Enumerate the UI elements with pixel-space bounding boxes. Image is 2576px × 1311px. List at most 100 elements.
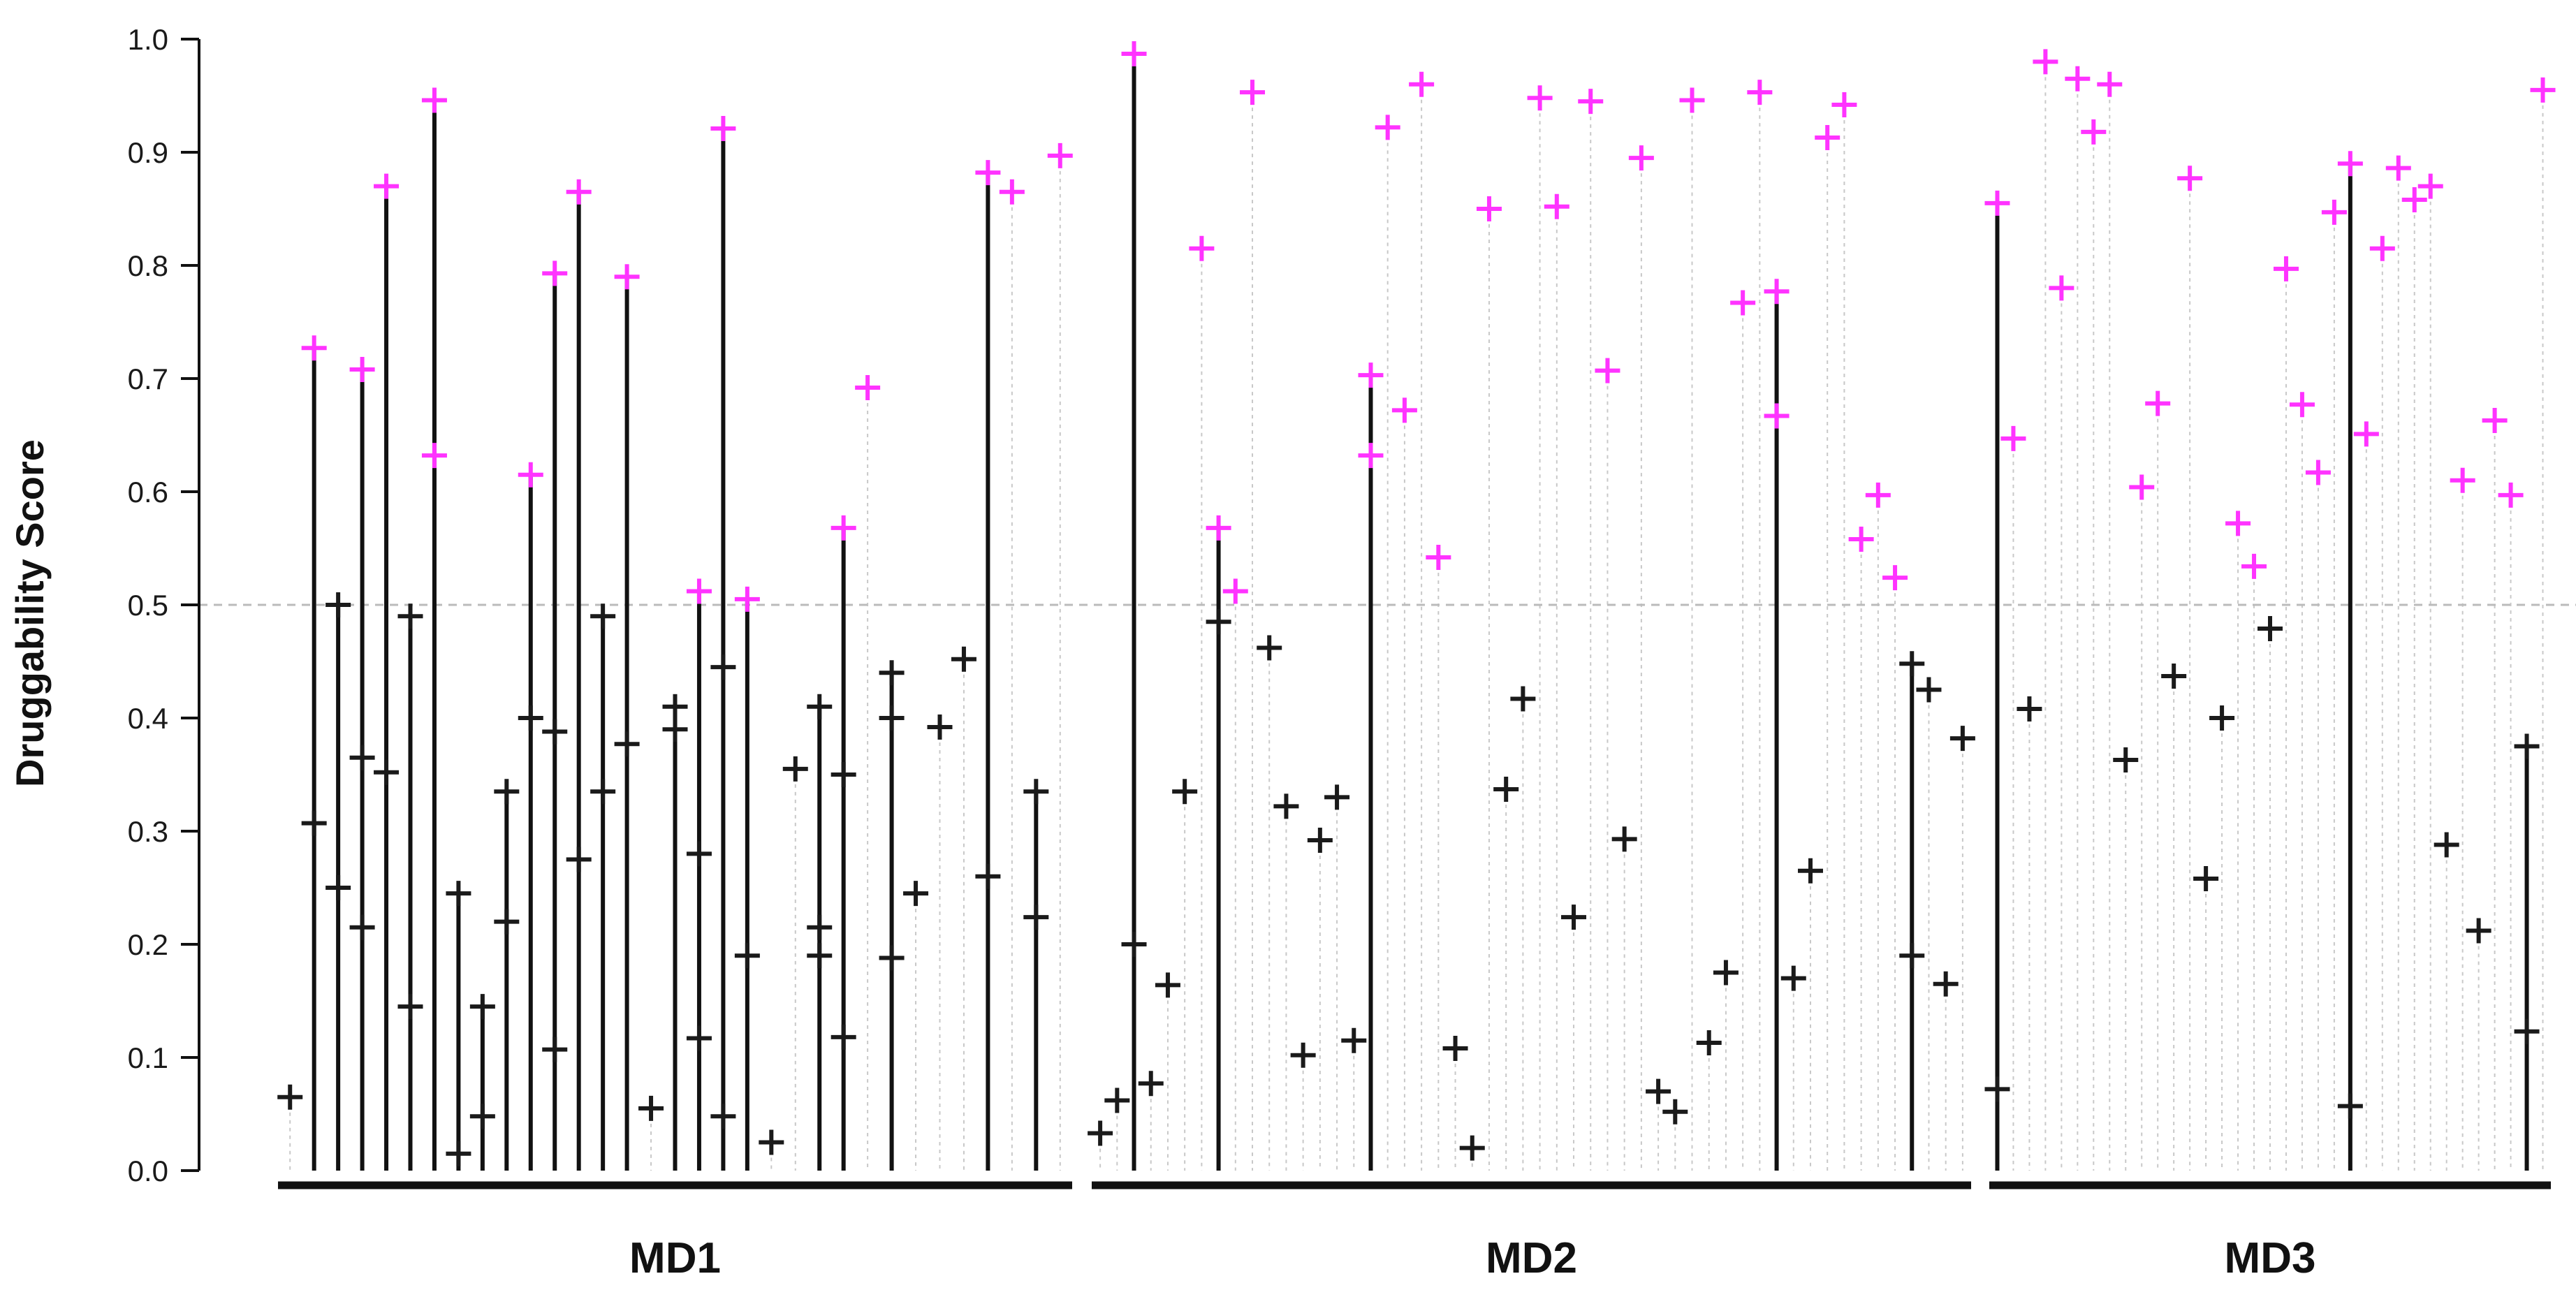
data-point [1679,87,1705,113]
y-axis: 0.0 0.1 0.2 0.3 0.4 0.5 0.6 0.7 0.8 0.9 1.0 [128,23,200,1187]
data-point [2225,511,2251,536]
data-point [1595,358,1620,383]
data-point [2434,832,2459,858]
data-point [807,914,833,940]
y-tick-label: 0.6 [128,476,168,508]
data-point [830,1024,856,1050]
data-point [2337,1093,2363,1119]
data-point [349,745,375,770]
data-point [2145,390,2171,416]
group-label-md3: MD3 [2225,1234,2316,1282]
data-point [2113,747,2139,772]
data-point [421,443,447,469]
data-point [494,779,520,805]
data-point [277,1084,303,1110]
data-point [374,173,400,199]
data-point [2129,474,2155,500]
data-point [2257,616,2283,642]
data-point [1780,965,1806,991]
data-point [1172,779,1198,805]
data-point [590,779,616,805]
data-point [1848,527,1874,552]
data-point [1307,827,1333,853]
data-point [1290,1042,1316,1068]
data-point [807,694,833,719]
data-point [1882,565,1908,591]
data-point [1341,1027,1367,1053]
data-point [301,810,327,836]
data-point [1189,235,1215,261]
data-point [1442,1036,1468,1062]
data-point [879,945,905,971]
data-point [397,994,423,1020]
data-point [446,881,471,907]
data-point [2498,482,2524,508]
data-point [1730,290,1756,316]
data-point [1273,793,1299,819]
data-point [2514,1018,2540,1044]
data-point [1899,651,1925,677]
data-point [1391,397,1417,423]
data-point [1476,196,1502,221]
data-point [446,1141,471,1166]
data-point [1358,362,1384,388]
y-tick-label: 0.9 [128,136,168,169]
data-point [1023,904,1049,930]
data-point [2000,425,2026,451]
data-point [2321,199,2347,225]
group-axis: MD1 MD2 MD3 [278,1181,2551,1282]
data-point [1544,193,1569,219]
data-point [2530,77,2556,103]
data-point [1561,904,1587,930]
data-point [1984,1076,2010,1102]
data-point [542,719,568,745]
data-point [1222,578,1248,604]
data-point [2450,467,2475,493]
group-label-md1: MD1 [629,1234,721,1282]
data-point [2353,421,2379,447]
data-point [1104,1087,1130,1113]
data-point [469,1104,495,1129]
data-point [1916,677,1942,703]
data-point [374,759,400,785]
data-point [542,1037,568,1062]
y-tick-label: 0.8 [128,249,168,282]
data-point [710,115,736,141]
data-point [1747,80,1773,105]
data-point [734,586,760,612]
data-point [469,994,495,1020]
data-point [759,1129,784,1155]
data-point [1764,279,1790,305]
data-point [879,705,905,731]
data-point [1206,609,1231,635]
data-point [1088,1120,1113,1146]
data-point [975,863,1001,889]
data-point [397,603,423,629]
data-point [975,160,1001,186]
data-point [1324,784,1350,810]
data-point [830,762,856,787]
range-lines [312,54,2529,1171]
data-point [1023,779,1049,805]
data-point [1611,826,1637,852]
data-point [1628,145,1654,171]
data-point [1206,515,1231,541]
data-point [662,717,688,742]
data-point [566,847,592,872]
data-point [686,841,712,867]
data-point [1831,91,1857,117]
data-point [662,694,688,719]
data-point [1358,443,1384,469]
data-point [1493,777,1519,803]
data-point [2241,553,2267,579]
data-point [1240,80,1266,105]
data-point [710,1104,736,1129]
data-point [2049,275,2074,301]
data-point [2177,166,2203,191]
y-tick-label: 0.1 [128,1041,168,1074]
data-point [1527,85,1553,111]
data-point [1138,1071,1164,1097]
data-point [1662,1099,1688,1125]
data-point [1696,1030,1722,1055]
